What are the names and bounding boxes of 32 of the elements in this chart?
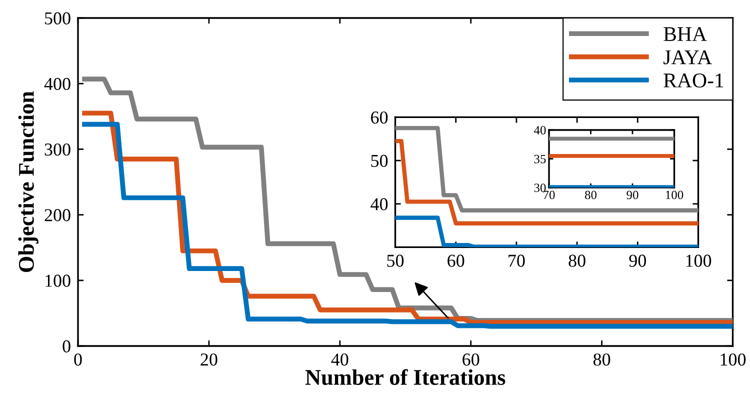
y-tick-label: 400 — [44, 78, 70, 90]
legend-label: RAO-1 — [664, 73, 724, 88]
x-tick-label: 80 — [584, 190, 597, 200]
y-tick-label: 35 — [534, 154, 546, 164]
x-tick-label: 20 — [200, 353, 218, 366]
x-tick-label: 60 — [448, 254, 464, 267]
x-tick-label: 90 — [629, 254, 646, 267]
x-axis-title: Number of Iterations — [305, 369, 506, 386]
x-tick-label: 100 — [666, 190, 684, 200]
x-tick-label: 80 — [593, 353, 610, 366]
y-tick-label: 0 — [62, 340, 70, 352]
x-tick-label: 0 — [74, 353, 82, 366]
y-axis-title: Objective Function — [18, 91, 38, 272]
x-tick-label: 100 — [720, 353, 746, 366]
y-tick-label: 40 — [534, 126, 546, 134]
y-tick-label: 300 — [44, 143, 70, 156]
x-tick-label: 40 — [331, 353, 348, 366]
x-tick-label: 70 — [544, 190, 555, 200]
y-tick-label: 30 — [534, 184, 546, 192]
x-tick-label: 90 — [626, 190, 638, 200]
y-tick-label: 50 — [371, 154, 388, 167]
x-tick-label: 100 — [686, 254, 712, 267]
legend-label: JAYA — [664, 50, 712, 64]
x-tick-label: 60 — [462, 353, 480, 366]
x-tick-label: 70 — [508, 254, 525, 267]
x-tick-label: 50 — [387, 254, 404, 267]
legend-label: BHA — [664, 27, 707, 41]
x-tick-label: 80 — [568, 254, 586, 267]
y-tick-label: 100 — [46, 274, 70, 287]
y-tick-label: 200 — [44, 209, 70, 222]
y-tick-label: 500 — [45, 12, 70, 24]
y-tick-label: 60 — [371, 111, 388, 124]
